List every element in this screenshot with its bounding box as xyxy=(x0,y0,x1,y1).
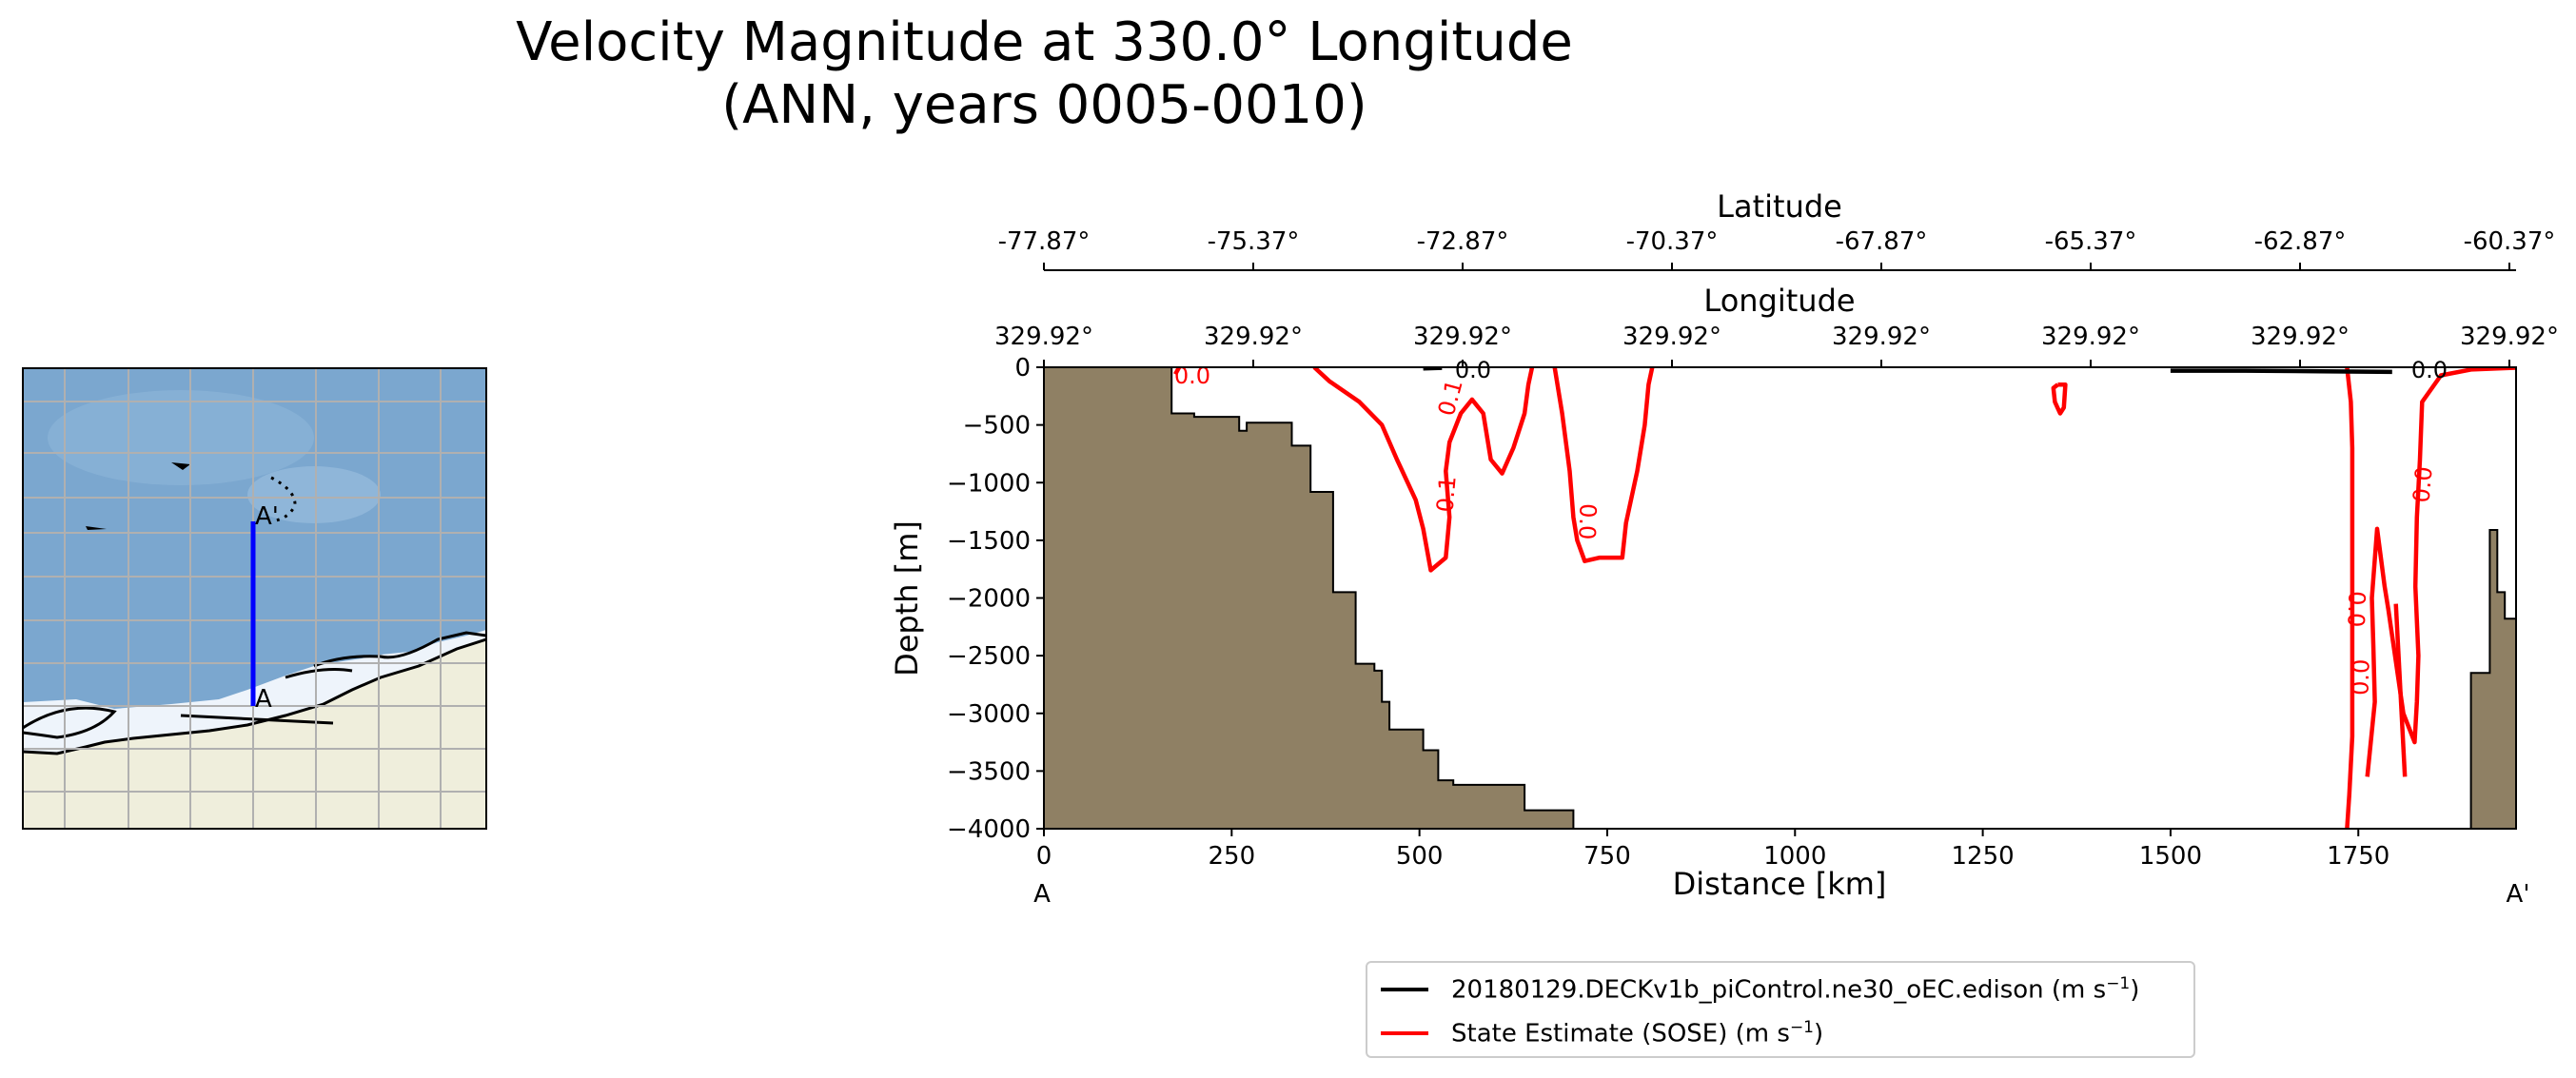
longitude-tick-label: 329.92° xyxy=(1832,323,1931,351)
y-tick-label: −3500 xyxy=(947,757,1031,786)
bathymetry-left xyxy=(1044,367,1575,829)
longitude-tick-label: 329.92° xyxy=(2251,323,2350,351)
obs-contour-line xyxy=(2051,382,2068,416)
latitude-tick-label: -70.37° xyxy=(1626,227,1719,256)
y-tick-label: −2000 xyxy=(947,585,1031,614)
inset-map: A' A xyxy=(22,367,487,830)
y-axis-label: Depth [m] xyxy=(889,520,925,676)
y-tick-label: −1500 xyxy=(947,527,1031,556)
obs-contour-label: 0.0 xyxy=(2408,465,2437,503)
latitude-tick-label: -77.87° xyxy=(998,227,1091,256)
legend-entry-model: 20180129.DECKv1b_piControl.ne30_oEC.edis… xyxy=(1381,970,2139,1009)
obs-contour-label: 0.0 xyxy=(1573,503,1601,540)
obs-contour-line xyxy=(1173,367,1182,376)
map-label-start: A xyxy=(255,685,272,714)
x-axis-label: Distance [km] xyxy=(1673,866,1887,902)
x-tick-label: 0 xyxy=(1036,842,1052,871)
map-gridlines xyxy=(23,368,486,829)
obs-contour-label: 0.1 xyxy=(1431,475,1461,513)
obs-contour-line xyxy=(2345,367,2355,829)
x-tick-label: 250 xyxy=(1209,842,1256,871)
latitude-tick-label: -65.37° xyxy=(2045,227,2137,256)
obs-contour-line xyxy=(2365,367,2516,777)
latitude-tick-label: -75.37° xyxy=(1208,227,1300,256)
x-tick-label: 1750 xyxy=(2327,842,2389,871)
latitude-tick-label: -62.87° xyxy=(2254,227,2347,256)
x-tick-label: 750 xyxy=(1583,842,1631,871)
obs-contour-line xyxy=(1312,367,1535,573)
legend: 20180129.DECKv1b_piControl.ne30_oEC.edis… xyxy=(1366,961,2195,1058)
model-contour-label: 0.0 xyxy=(2411,357,2448,383)
legend-entry-obs: State Estimate (SOSE) (m s−1) xyxy=(1381,1014,1823,1052)
obs-contour-line xyxy=(1552,367,1655,563)
title-line-2: (ANN, years 0005-0010) xyxy=(721,74,1367,136)
map-label-end: A' xyxy=(255,502,279,531)
x-tick-label: 500 xyxy=(1396,842,1444,871)
longitude-tick-label: 329.92° xyxy=(994,323,1093,351)
x-tick-label: 1000 xyxy=(1763,842,1826,871)
section-plot: 0.00.10.10.00.00.00.00.00.0 0 250 500 750 10… xyxy=(889,188,2559,909)
y-tick-label: −2500 xyxy=(947,642,1031,671)
x-end-label-start: A xyxy=(1033,880,1051,909)
legend-label-obs: State Estimate (SOSE) (m s−1) xyxy=(1451,1018,1824,1049)
obs-contour-label: 0.0 xyxy=(2347,658,2374,696)
x-axis-ticks: 0 250 500 750 1000 1250 1500 1750 xyxy=(1036,829,2389,871)
legend-swatch-model xyxy=(1381,988,1428,991)
latitude-tick-label: -72.87° xyxy=(1417,227,1509,256)
longitude-tick-label: 329.92° xyxy=(1622,323,1721,351)
x-tick-label: 1250 xyxy=(1952,842,2015,871)
legend-label-model: 20180129.DECKv1b_piControl.ne30_oEC.edis… xyxy=(1451,974,2140,1005)
obs-contour-label: 0.0 xyxy=(2342,591,2370,628)
latitude-axis-label: Latitude xyxy=(1717,188,1842,225)
bathymetry xyxy=(1044,367,2516,829)
model-contour-line xyxy=(2170,368,2392,375)
y-tick-label: −4000 xyxy=(947,815,1031,844)
title-line-1: Velocity Magnitude at 330.0° Longitude xyxy=(516,11,1573,73)
longitude-tick-label: 329.92° xyxy=(1413,323,1512,351)
map-land xyxy=(23,639,486,829)
y-tick-label: −500 xyxy=(963,412,1031,441)
y-axis-ticks: 0 −500 −1000 −1500 −2000 −2500 −3000 −3500 −4000 xyxy=(947,354,1044,844)
obs-contour-line xyxy=(2393,603,2408,777)
obs-contours xyxy=(1173,367,2516,829)
bathymetry-right xyxy=(2469,529,2516,829)
x-tick-label: 1500 xyxy=(2139,842,2202,871)
y-tick-label: −1000 xyxy=(947,469,1031,498)
latitude-tick-label: -67.87° xyxy=(1836,227,1928,256)
legend-swatch-obs xyxy=(1381,1031,1428,1035)
longitude-tick-label: 329.92° xyxy=(1204,323,1303,351)
longitude-tick-label: 329.92° xyxy=(2041,323,2140,351)
y-tick-label: 0 xyxy=(1014,354,1031,382)
latitude-axis-ticks: -77.87° -75.37° -72.87° -70.37° -67.87° -65.3… xyxy=(998,227,2556,270)
x-end-label-end: A' xyxy=(2507,880,2530,909)
longitude-axis-ticks: 329.92° 329.92° 329.92° 329.92° 329.92° 329.9… xyxy=(994,323,2559,367)
longitude-tick-label: 329.92° xyxy=(2460,323,2559,351)
model-contour-label: 0.0 xyxy=(1455,357,1491,383)
figure-title: Velocity Magnitude at 330.0° Longitude (… xyxy=(0,11,2089,137)
model-contours xyxy=(1423,367,2392,375)
y-tick-label: −3000 xyxy=(947,700,1031,729)
longitude-axis-label: Longitude xyxy=(1703,283,1855,319)
latitude-tick-label: -60.37° xyxy=(2464,227,2556,256)
